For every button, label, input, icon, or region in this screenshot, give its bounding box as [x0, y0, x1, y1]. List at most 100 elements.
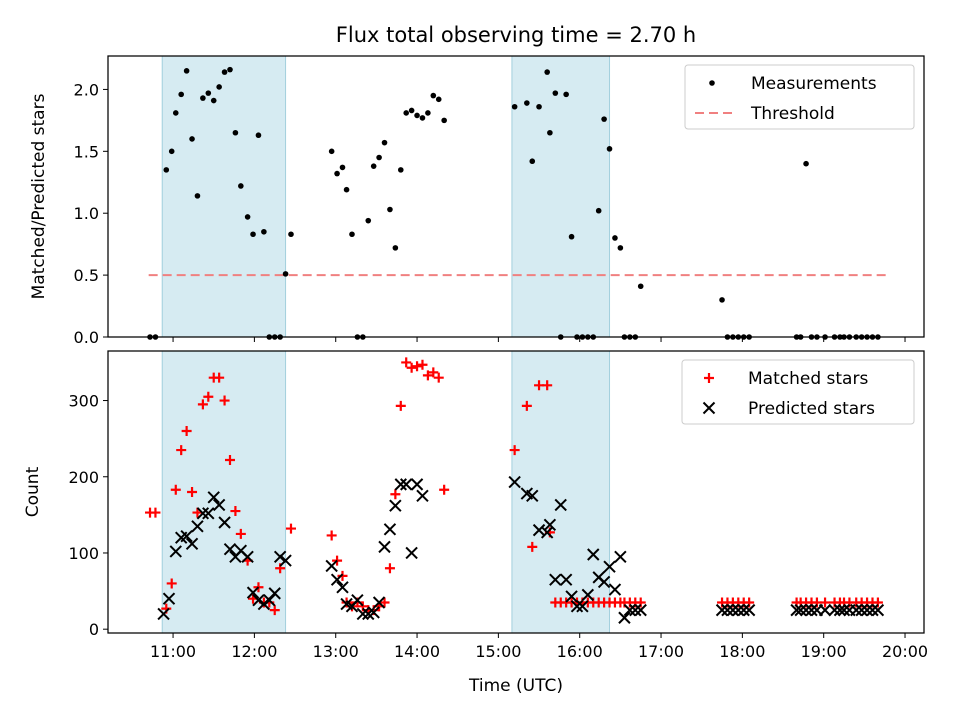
- predicted-star-point: [212, 498, 226, 512]
- measurement-point: [370, 163, 377, 169]
- predicted-star-point: [378, 540, 391, 554]
- matched-star-point: [150, 507, 161, 518]
- predicted-star-point: [721, 603, 734, 617]
- predicted-star-point: [833, 603, 847, 617]
- measurement-point: [365, 217, 372, 224]
- measurement-point: [579, 334, 586, 340]
- shaded-interval-0: [161, 350, 287, 634]
- measurement-point: [568, 233, 575, 240]
- predicted-star-point: [818, 603, 832, 617]
- predicted-star-point: [532, 523, 546, 537]
- measurement-point: [194, 193, 201, 199]
- predicted-star-point: [565, 590, 578, 603]
- predicted-star-point: [799, 603, 813, 617]
- predicted-star-point: [855, 603, 868, 617]
- predicted-star-point: [737, 603, 750, 617]
- legend-box: [684, 64, 915, 130]
- predicted-star-point: [157, 607, 170, 621]
- predicted-star-point: [196, 507, 210, 520]
- matched-star-point: [433, 372, 444, 383]
- predicted-star-point: [252, 594, 265, 607]
- predicted-star-point: [715, 603, 729, 617]
- predicted-star-point: [202, 507, 215, 520]
- measurement-point: [590, 334, 597, 340]
- measurement-point: [557, 334, 564, 340]
- matched-star-point: [542, 380, 553, 391]
- x-tick-label: 13:00: [313, 642, 359, 661]
- matched-star-point: [439, 484, 450, 495]
- matched-star-point: [269, 605, 280, 616]
- measurement-point: [735, 334, 742, 340]
- measurement-point: [797, 334, 804, 340]
- matched-star-point: [285, 523, 296, 534]
- shaded-interval-0: [161, 55, 287, 338]
- measurement-point: [261, 228, 267, 235]
- measurement-point: [183, 68, 190, 74]
- measurement-point: [238, 183, 244, 189]
- matched-star-point: [820, 597, 831, 608]
- matched-star-point: [406, 362, 417, 373]
- measurement-point: [814, 334, 820, 340]
- matched-star-point: [428, 367, 439, 378]
- matched-star-point: [170, 484, 181, 495]
- matched-star-point: [527, 541, 538, 552]
- predicted-star-point: [218, 516, 231, 529]
- y-axis-label: Matched/Predicted stars: [29, 93, 49, 299]
- predicted-star-point: [399, 478, 413, 491]
- measurement-point: [354, 334, 361, 340]
- measurement-point: [536, 103, 542, 110]
- predicted-star-point: [356, 607, 370, 621]
- measurement-point: [552, 90, 559, 96]
- measurement-point: [288, 231, 294, 238]
- predicted-star-point: [394, 478, 407, 491]
- predicted-star-point: [273, 550, 287, 563]
- measurement-point: [435, 96, 442, 103]
- predicted-star-point: [614, 550, 627, 563]
- measurement-point: [574, 334, 580, 340]
- predicted-star-point: [581, 588, 595, 602]
- matched-star-point: [395, 400, 406, 411]
- legend-label: Predicted stars: [748, 399, 875, 419]
- y-tick-label: 2.0: [74, 80, 99, 99]
- predicted-star-point: [508, 475, 521, 489]
- predicted-star-point: [790, 603, 803, 617]
- x-tick-label: 19:00: [801, 642, 847, 661]
- predicted-star-point: [794, 603, 807, 617]
- predicted-star-point: [603, 560, 616, 573]
- predicted-star-point: [367, 606, 380, 619]
- measurement-point: [328, 148, 335, 155]
- measurement-point: [244, 214, 251, 220]
- measurement-point: [612, 235, 618, 241]
- measurement-point: [831, 334, 838, 340]
- measurement-point: [617, 245, 624, 251]
- measurement-point: [250, 231, 256, 238]
- matched-star-point: [214, 372, 225, 383]
- predicted-star-point: [185, 537, 199, 551]
- measurement-point: [740, 334, 747, 340]
- measurement-point: [869, 334, 876, 340]
- measurement-point: [547, 129, 553, 136]
- predicted-star-point: [325, 559, 338, 573]
- matched-star-point: [379, 597, 390, 608]
- measurement-point: [387, 206, 393, 213]
- measurement-point: [178, 91, 184, 98]
- predicted-star-point: [257, 597, 271, 611]
- matched-star-point: [326, 530, 337, 541]
- measurement-point: [419, 115, 426, 121]
- predicted-star-point: [805, 603, 818, 617]
- measurement-point: [793, 334, 800, 340]
- top-panel: 0.0 0.5 1.0 1.5 2.0 Matched/Predicted stars Me…: [29, 55, 925, 347]
- measurement-point: [627, 334, 633, 340]
- y-tick-label: 1.5: [74, 142, 99, 161]
- predicted-star-point: [351, 594, 364, 607]
- predicted-star-point: [608, 583, 622, 596]
- predicted-star-point: [405, 546, 418, 560]
- measurement-point: [343, 186, 350, 193]
- axes-frame: [107, 55, 925, 338]
- measurement-point: [408, 107, 415, 114]
- measurement-point: [746, 334, 752, 340]
- axes-frame: [107, 350, 925, 634]
- x-tick-label: 11:00: [150, 642, 196, 661]
- figure-title: Flux total observing time = 2.70 h: [336, 23, 696, 47]
- predicted-star-point: [162, 592, 176, 605]
